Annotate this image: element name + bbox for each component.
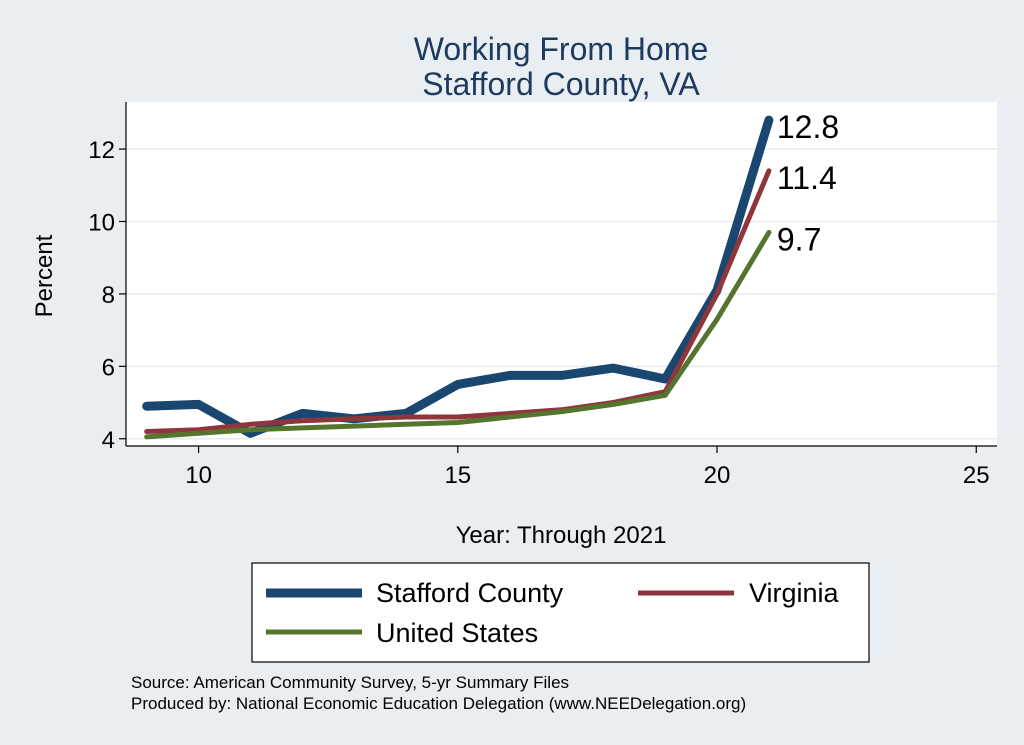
end-label-virginia: 11.4 (777, 160, 837, 196)
x-tick-label: 10 (185, 462, 212, 489)
series-line-united-states (144, 229, 772, 440)
legend-label-virginia: Virginia (749, 578, 840, 608)
end-label-stafford-county: 12.8 (777, 109, 839, 145)
y-tick-label: 8 (102, 282, 115, 309)
x-tick-label: 15 (444, 462, 471, 489)
series-line-stafford-county (142, 115, 774, 438)
chart-title-line-1: Working From Home (414, 31, 709, 67)
legend-label-united-states: United States (376, 618, 538, 648)
legend-box (251, 562, 870, 663)
x-tick-label: 25 (963, 462, 990, 489)
legend: Stafford County Virginia United States (251, 562, 870, 663)
x-axis-label: Year: Through 2021 (456, 522, 667, 549)
legend-label-stafford-county: Stafford County (376, 578, 564, 608)
end-labels: 12.8 11.4 9.7 (777, 109, 839, 257)
series-lines (142, 115, 774, 440)
axes: 4 6 8 10 12 10 15 20 25 (88, 102, 997, 489)
plot-area (126, 102, 997, 446)
x-tick-label: 20 (704, 462, 731, 489)
gridlines (126, 148, 997, 440)
y-tick-label: 10 (88, 209, 115, 236)
chart-title-line-2: Stafford County, VA (422, 66, 700, 102)
y-tick-label: 4 (102, 427, 115, 454)
y-axis-label: Percent (31, 234, 58, 317)
end-label-united-states: 9.7 (777, 221, 821, 257)
source-note: Source: American Community Survey, 5-yr … (131, 673, 569, 692)
y-tick-label: 12 (88, 137, 115, 164)
y-tick-label: 6 (102, 354, 115, 381)
producer-note: Produced by: National Economic Education… (131, 694, 746, 713)
